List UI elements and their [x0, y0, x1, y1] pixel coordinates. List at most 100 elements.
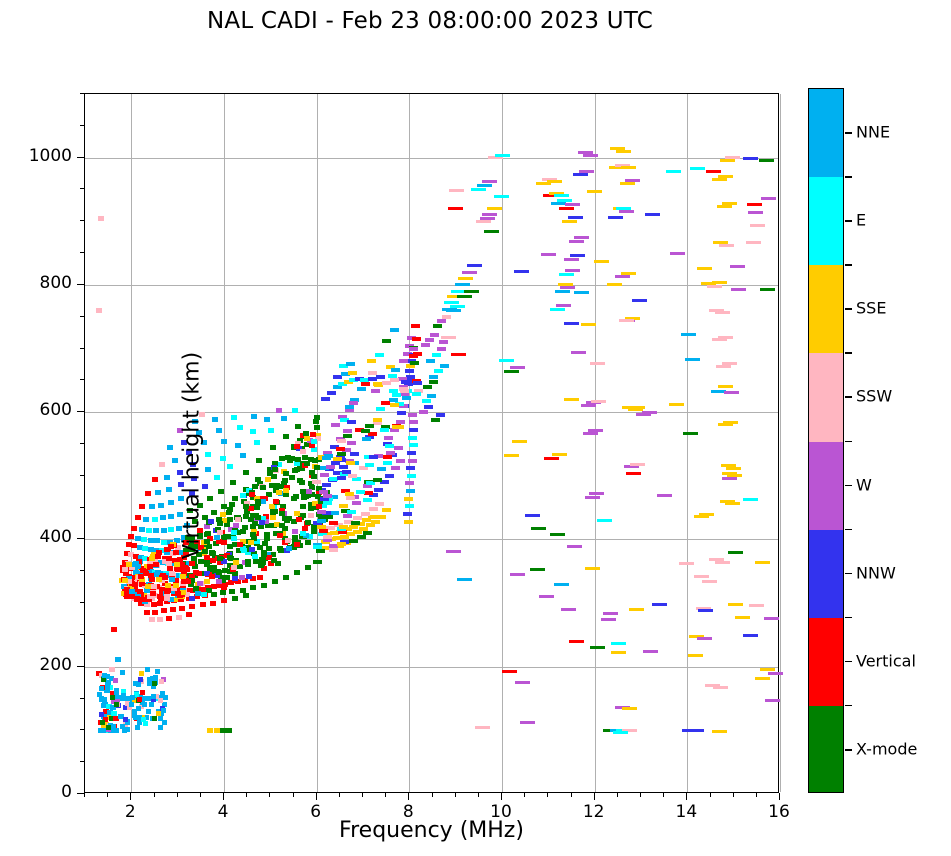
data-point [688, 654, 704, 658]
data-point [571, 350, 587, 354]
data-point [316, 510, 326, 515]
y-axis-tick [77, 283, 84, 285]
data-point [333, 457, 343, 462]
data-point [185, 612, 192, 618]
data-point [363, 498, 373, 502]
data-point [597, 519, 613, 523]
data-point [367, 514, 377, 519]
data-point [189, 491, 196, 497]
data-point [168, 500, 175, 506]
data-point [164, 549, 171, 555]
data-point [399, 359, 409, 364]
data-point [590, 645, 606, 649]
data-point [392, 393, 402, 398]
data-point [201, 483, 208, 489]
data-point [326, 391, 336, 396]
data-point [403, 519, 413, 524]
data-point [148, 556, 155, 562]
data-point [402, 351, 412, 356]
data-point [292, 408, 299, 414]
data-point [346, 460, 356, 465]
data-point [717, 423, 733, 427]
colorbar-boundary-tick [845, 264, 852, 266]
data-point [201, 591, 208, 597]
x-axis-tick [477, 793, 479, 797]
data-point [203, 562, 210, 568]
data-point [519, 721, 535, 725]
data-point [244, 500, 251, 506]
data-point [105, 725, 111, 731]
data-point [731, 287, 747, 291]
data-point [226, 555, 233, 561]
y-axis-tick-label: 400 [39, 527, 72, 548]
data-point [301, 454, 308, 460]
colorbar-segment-ssw [809, 353, 843, 442]
data-point [138, 671, 144, 677]
data-point [312, 479, 322, 484]
data-point [339, 464, 349, 469]
data-point [244, 562, 251, 568]
data-point [223, 575, 230, 581]
data-point [377, 467, 387, 472]
data-point [693, 515, 709, 519]
data-point [141, 536, 148, 542]
data-point [697, 637, 713, 641]
data-point [161, 581, 168, 587]
data-point [245, 573, 252, 579]
data-point [573, 172, 589, 176]
data-point [270, 558, 277, 564]
data-point [346, 509, 356, 514]
data-point [293, 444, 300, 450]
data-point [113, 677, 119, 683]
data-point [543, 456, 559, 460]
data-point [344, 458, 354, 463]
data-point [307, 513, 314, 519]
data-point [722, 471, 738, 475]
data-point [552, 452, 568, 456]
data-point [253, 505, 260, 511]
data-point [440, 364, 450, 369]
data-point [177, 511, 184, 517]
x-axis-tick [246, 793, 248, 797]
data-point [364, 423, 374, 428]
data-point [386, 451, 396, 456]
data-point [420, 342, 430, 347]
data-point [200, 540, 207, 546]
data-point [129, 701, 135, 707]
data-point [315, 504, 322, 510]
data-point [483, 230, 499, 234]
data-point [256, 544, 263, 550]
data-point [315, 486, 322, 492]
data-point [155, 489, 162, 495]
data-point [349, 524, 359, 529]
data-point [173, 538, 180, 544]
data-point [158, 698, 163, 704]
data-point [554, 289, 570, 293]
data-point [158, 678, 164, 684]
x-axis-tick [616, 793, 618, 797]
data-point [310, 439, 317, 445]
data-point [487, 207, 503, 211]
data-point [360, 378, 370, 383]
data-point [348, 401, 358, 406]
data-point [216, 578, 223, 584]
data-point [367, 370, 377, 375]
data-point [165, 561, 172, 567]
colorbar-segment-e [809, 177, 843, 266]
data-point [221, 534, 228, 540]
data-point [310, 431, 317, 437]
data-point [382, 461, 392, 466]
gridline-vertical [316, 94, 318, 792]
data-point [338, 382, 348, 387]
data-point [110, 711, 117, 717]
data-point [308, 456, 315, 462]
data-point [300, 531, 307, 537]
data-point [318, 529, 328, 534]
y-axis-tick [77, 411, 84, 413]
data-point [337, 438, 347, 443]
data-point [169, 577, 176, 583]
data-point [161, 701, 167, 707]
data-point [285, 537, 292, 543]
data-point [682, 431, 698, 435]
data-point [138, 526, 145, 532]
